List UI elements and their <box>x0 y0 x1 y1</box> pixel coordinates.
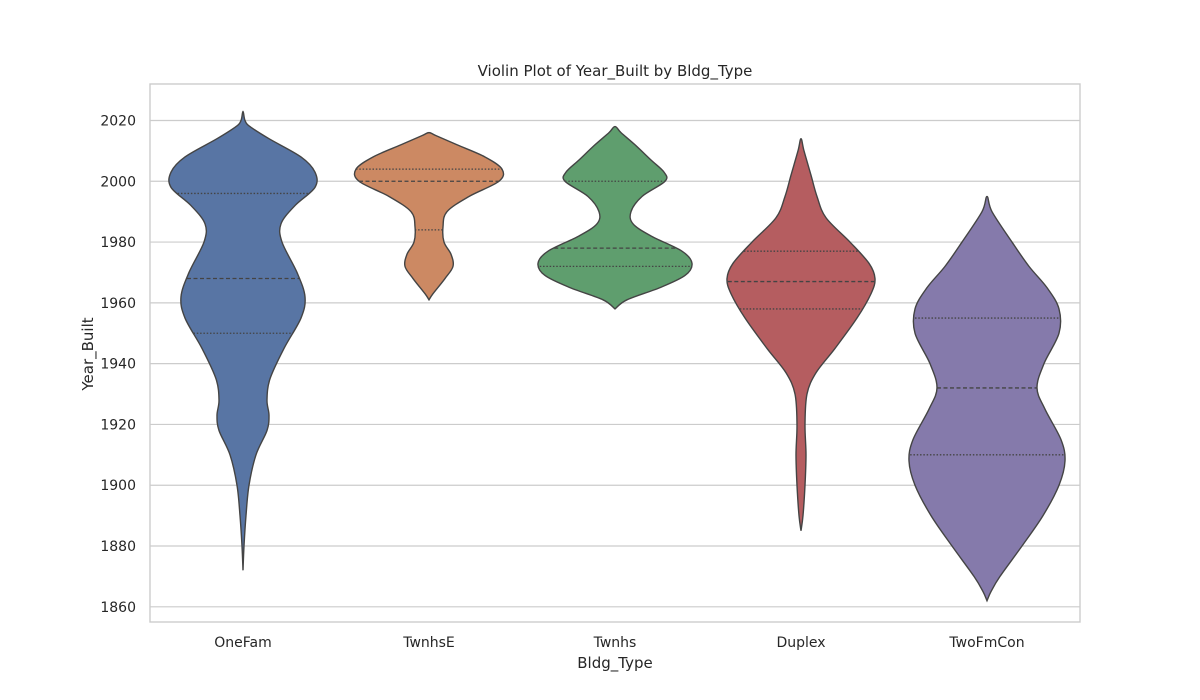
chart-title: Violin Plot of Year_Built by Bldg_Type <box>478 62 753 81</box>
x-axis-label: Bldg_Type <box>577 654 652 673</box>
y-axis-label: Year_Built <box>79 317 98 391</box>
y-tick-label: 1860 <box>100 600 136 616</box>
y-tick-label: 1960 <box>100 296 136 312</box>
y-tick-label: 2000 <box>100 174 136 190</box>
y-tick-label: 1880 <box>100 539 136 555</box>
x-tick-label: TwoFmCon <box>948 635 1024 651</box>
y-tick-label: 1920 <box>100 417 136 433</box>
violin-OneFam <box>168 110 318 571</box>
violin-TwoFmCon <box>908 195 1066 603</box>
y-tick-label: 2020 <box>100 113 136 129</box>
quartile-lines <box>177 168 1064 456</box>
y-tick-label: 1980 <box>100 235 136 251</box>
violin-Duplex <box>726 138 876 531</box>
violin-Twnhs <box>537 125 693 310</box>
y-tick-labels: 1860 1880 1900 1920 1940 1960 1980 2000 2020 <box>100 113 136 615</box>
x-tick-label: TwnhsE <box>402 635 455 651</box>
y-tick-label: 1940 <box>100 357 136 373</box>
violins <box>168 110 1066 603</box>
x-tick-label: Duplex <box>776 635 825 651</box>
violin-TwnhsE <box>353 131 505 302</box>
x-tick-label: Twnhs <box>593 635 637 651</box>
x-tick-labels: OneFam TwnhsE Twnhs Duplex TwoFmCon <box>214 635 1024 651</box>
plot-frame <box>149 83 1081 623</box>
y-tick-label: 1900 <box>100 478 136 494</box>
x-tick-label: OneFam <box>214 635 272 651</box>
